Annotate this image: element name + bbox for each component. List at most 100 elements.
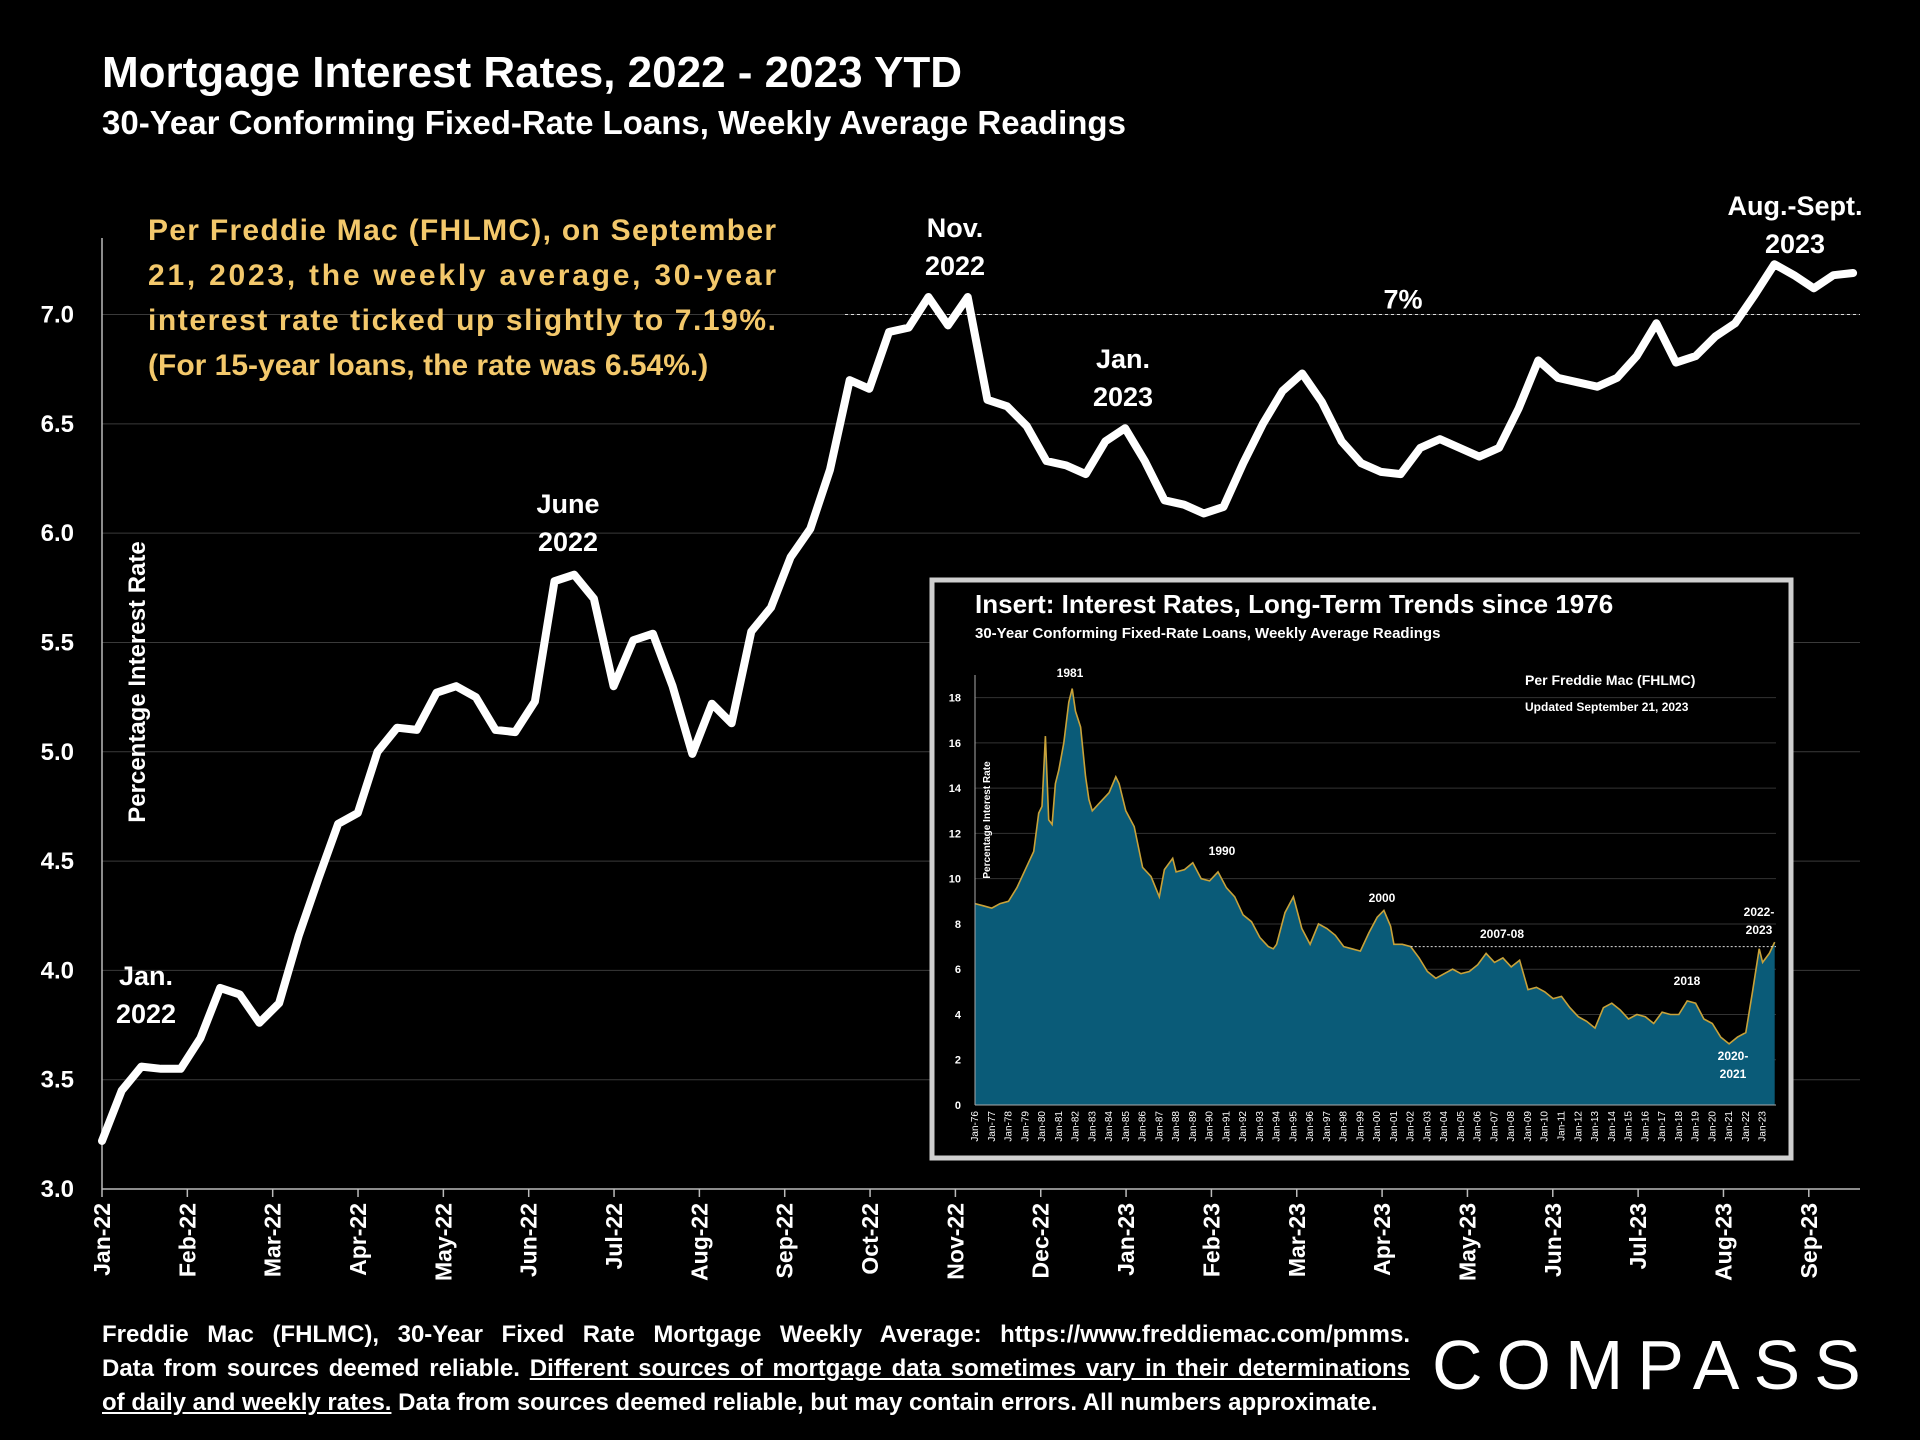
main-x-tick-label: Sep-22 [772,1203,798,1278]
inset-x-tick-label: Jan-93 [1255,1111,1266,1142]
inset-x-tick-label: Jan-14 [1607,1111,1618,1142]
inset-y-axis-label: Percentage Interest Rate [982,761,993,879]
main-y-tick-label: 5.5 [41,629,74,656]
inset-y-tick-label: 12 [949,828,961,840]
inset-subtitle: 30-Year Conforming Fixed-Rate Loans, Wee… [975,625,1440,642]
main-callout-text: Per Freddie Mac (FHLMC), on September 21,… [148,214,776,382]
inset-x-tick-label: Jan-91 [1221,1111,1232,1142]
inset-x-tick-label: Jan-98 [1339,1111,1350,1142]
main-annotation: 2023 [1093,382,1153,412]
main-axes [101,238,1860,1197]
main-y-tick-labels: 3.0 3.5 4.0 4.5 5.0 5.5 6.0 6.5 7.0 [41,302,74,1203]
main-annotation: 2022 [116,999,176,1029]
main-series-line [98,260,1858,1145]
inset-x-tick-label: Jan-17 [1657,1111,1668,1142]
main-x-tick-label: Jun-23 [1540,1203,1566,1277]
main-annotation: Jan. [119,961,173,991]
inset-y-tick-label: 8 [955,919,961,931]
main-x-tick-label: Feb-23 [1198,1203,1224,1277]
inset-x-tick-label: Jan-18 [1674,1111,1685,1142]
main-x-tick-label: Jun-22 [516,1203,542,1277]
inset-x-tick-label: Jan-15 [1624,1111,1635,1142]
inset-x-tick-label: Jan-88 [1171,1111,1182,1142]
inset-annotation: 2022- [1744,905,1775,919]
inset-area-line [974,688,1776,1045]
footer-line-2: Data from sources deemed reliable. Diffe… [102,1352,1410,1386]
main-x-tick-label: Nov-22 [942,1203,968,1280]
inset-annotations: 1981 1990 2000 2007-08 2018 2020- 2021 2022- 202… [1057,666,1775,1081]
inset-x-tick-label: Jan-01 [1389,1111,1400,1142]
inset-annotation: 2023 [1746,923,1773,937]
main-y-tick-label: 6.5 [41,411,74,438]
inset-x-tick-label: Jan-02 [1406,1111,1417,1142]
inset-x-tick-label: Jan-79 [1020,1111,1031,1142]
main-x-tick-label: Apr-23 [1369,1203,1395,1276]
inset-annotation: 2020- [1718,1049,1749,1063]
inset-annotation: 2007-08 [1480,927,1524,941]
inset-x-tick-label: Jan-85 [1121,1111,1132,1142]
main-y-tick-label: 3.5 [41,1067,74,1094]
main-y-tick-label: 4.5 [41,848,74,875]
inset-x-tick-label: Jan-05 [1456,1111,1467,1142]
main-x-tick-label: May-23 [1454,1203,1480,1281]
inset-x-tick-label: Jan-03 [1422,1111,1433,1142]
inset-x-tick-label: Jan-08 [1506,1111,1517,1142]
main-x-tick-label: Jan-22 [89,1203,115,1276]
main-x-tick-label: Jul-22 [601,1203,627,1269]
inset-x-tick-label: Jan-81 [1054,1111,1065,1142]
footer-link-text: Different sources of mortgage data somet… [529,1355,1410,1382]
inset-title: Insert: Interest Rates, Long-Term Trends… [975,589,1613,619]
inset-annotation: 2000 [1369,891,1396,905]
inset-x-tick-label: Jan-89 [1188,1111,1199,1142]
main-x-tick-label: Mar-22 [260,1203,286,1277]
inset-x-tick-label: Jan-04 [1439,1111,1450,1142]
main-x-tick-label: Aug-22 [686,1203,712,1281]
inset-notes: Per Freddie Mac (FHLMC) Updated September… [1525,672,1695,714]
inset-y-tick-label: 10 [949,874,961,886]
inset-y-tick-label: 14 [949,783,962,795]
main-series [98,260,1858,1145]
chart-subtitle: 30-Year Conforming Fixed-Rate Loans, Wee… [102,104,1126,141]
inset-x-tick-label: Jan-09 [1523,1111,1534,1142]
main-callout-line: 21, 2023, the weekly average, 30-year [148,259,776,292]
main-y-tick-label: 5.0 [41,739,74,766]
inset-y-tick-label: 18 [949,693,961,705]
main-y-tick-label: 3.0 [41,1176,74,1203]
main-x-tick-label: Aug-23 [1710,1203,1736,1281]
main-x-tick-label: Mar-23 [1284,1203,1310,1277]
footer: Freddie Mac (FHLMC), 30-Year Fixed Rate … [102,1318,1410,1420]
inset-x-tick-label: Jan-87 [1154,1111,1165,1142]
inset-y-tick-label: 6 [955,964,961,976]
inset-x-tick-labels: Jan-76 Jan-77 Jan-78 Jan-79 Jan-80 Jan-81 Jan-… [970,1111,1769,1142]
inset-x-tick-label: Jan-21 [1724,1111,1735,1142]
main-annotation: 2023 [1765,229,1825,259]
main-annotation: June [536,489,599,519]
inset-x-tick-label: Jan-76 [970,1111,981,1142]
inset-annotation: 2021 [1720,1067,1747,1081]
inset-x-tick-label: Jan-16 [1640,1111,1651,1142]
inset-x-tick-label: Jan-90 [1205,1111,1216,1142]
main-callout-line: interest rate ticked up slightly to 7.19… [148,304,776,337]
main-y-tick-label: 7.0 [41,302,74,329]
inset-x-tick-label: Jan-10 [1540,1111,1551,1142]
inset-x-tick-label: Jan-78 [1004,1111,1015,1142]
inset-x-tick-label: Jan-83 [1087,1111,1098,1142]
inset-x-tick-label: Jan-92 [1238,1111,1249,1142]
inset-x-tick-label: Jan-22 [1741,1111,1752,1142]
inset-annotation: 1990 [1209,844,1236,858]
inset-area-series [974,688,1776,1105]
footer-line-1: Freddie Mac (FHLMC), 30-Year Fixed Rate … [102,1321,1410,1348]
main-x-tick-label: Apr-22 [345,1203,371,1276]
inset-annotation: 1981 [1057,666,1084,680]
inset-area-fill [975,688,1775,1105]
main-x-tick-label: May-22 [430,1203,456,1281]
inset-x-tick-label: Jan-96 [1305,1111,1316,1142]
inset-x-tick-label: Jan-86 [1138,1111,1149,1142]
inset-x-tick-label: Jan-97 [1322,1111,1333,1142]
compass-logo: COMPASS [1432,1326,1875,1404]
main-annotation: 2022 [538,527,598,557]
inset-x-tick-label: Jan-95 [1288,1111,1299,1142]
footer-line-3: of daily and weekly rates. Data from sou… [102,1386,1410,1420]
inset-y-tick-label: 0 [955,1100,961,1112]
